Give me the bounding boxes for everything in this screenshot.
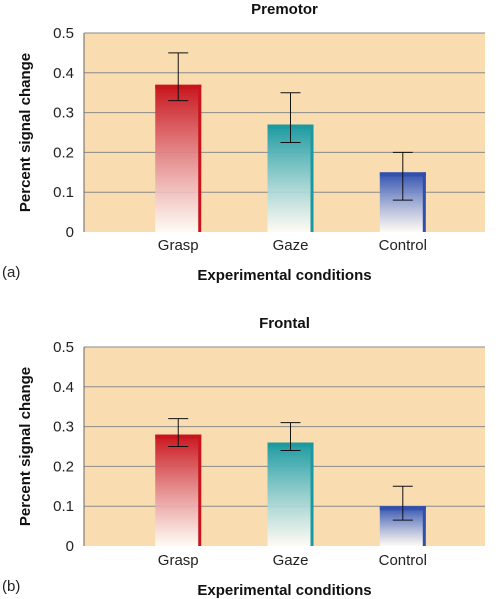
x-tick-label: Gaze bbox=[273, 237, 309, 254]
y-tick-label: 0.1 bbox=[53, 498, 74, 515]
y-tick-label: 0.4 bbox=[53, 379, 74, 396]
chart-panel-b: 0 0.1 0.2 0.3 0.4 0.5 Grasp Gaze Control Frontal E… bbox=[2, 315, 485, 599]
y-tick-label: 0.4 bbox=[53, 65, 74, 82]
y-tick-label: 0 bbox=[66, 538, 74, 555]
y-tick-label: 0.5 bbox=[53, 339, 74, 356]
y-tick-label: 0.5 bbox=[53, 25, 74, 42]
bar-grasp bbox=[155, 84, 202, 233]
panel-label: (a) bbox=[2, 264, 20, 281]
chart-title: Frontal bbox=[259, 315, 310, 332]
chart-title: Premotor bbox=[251, 1, 318, 18]
bar-edge-gaze bbox=[310, 124, 314, 232]
bar-edge-grasp bbox=[198, 84, 202, 233]
x-tick-label: Control bbox=[379, 237, 427, 254]
bar-edge-control bbox=[422, 506, 426, 546]
y-tick-label: 0.3 bbox=[53, 105, 74, 122]
y-axis-label: Percent signal change bbox=[17, 53, 34, 212]
x-tick-label: Grasp bbox=[158, 552, 199, 569]
bar-edge-gaze bbox=[310, 442, 314, 546]
bar-edge-control bbox=[422, 172, 426, 232]
x-tick-label: Gaze bbox=[273, 552, 309, 569]
y-tick-label: 0.2 bbox=[53, 458, 74, 475]
bar-edge-grasp bbox=[198, 434, 202, 546]
x-tick-label: Control bbox=[379, 552, 427, 569]
x-tick-label: Grasp bbox=[158, 237, 199, 254]
y-tick-label: 0.2 bbox=[53, 144, 74, 161]
y-tick-label: 0 bbox=[66, 224, 74, 241]
y-tick-label: 0.1 bbox=[53, 184, 74, 201]
bar-grasp bbox=[155, 434, 202, 546]
x-axis-label: Experimental conditions bbox=[197, 267, 371, 284]
x-axis-label: Experimental conditions bbox=[197, 582, 371, 599]
chart-panel-a: 0 0.1 0.2 0.3 0.4 0.5 Grasp Gaze Control Premotor… bbox=[2, 1, 485, 284]
y-axis-label: Percent signal change bbox=[17, 367, 34, 526]
y-tick-label: 0.3 bbox=[53, 419, 74, 436]
bar-gaze bbox=[267, 442, 314, 546]
panel-label: (b) bbox=[2, 578, 20, 595]
